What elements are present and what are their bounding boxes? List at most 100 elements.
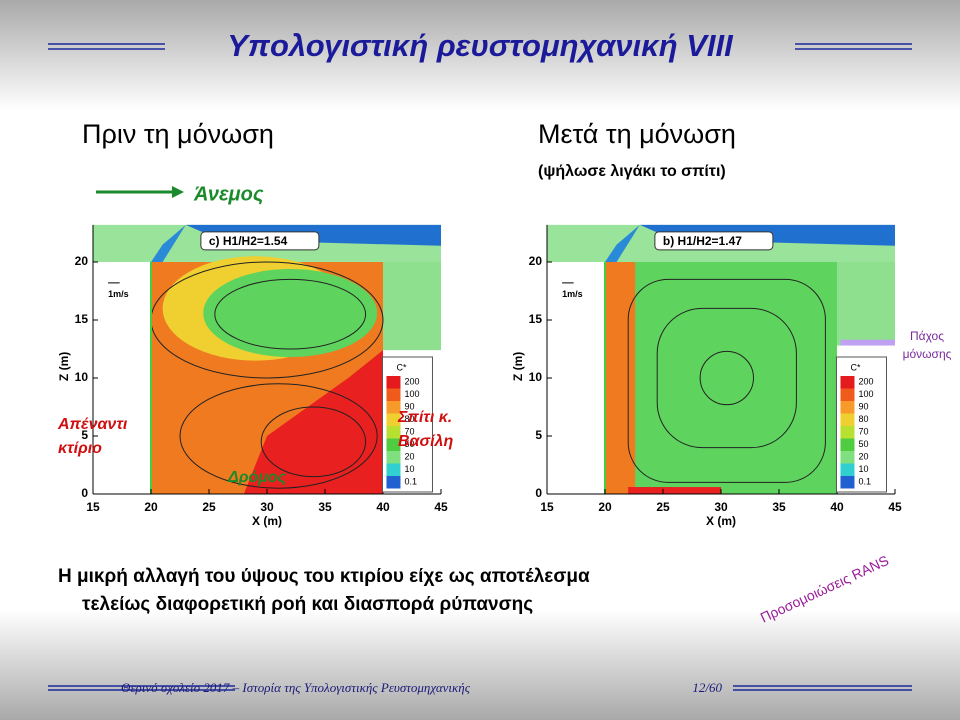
colorbar-swatch (386, 388, 401, 401)
body-line: Η μικρή αλλαγή του ύψους του κτιρίου είχ… (58, 566, 590, 587)
annotation: Δρόμος (227, 469, 287, 486)
colorbar-swatch (840, 413, 855, 426)
colorbar-label: 90 (858, 401, 868, 411)
y-tick-label: 20 (75, 254, 89, 268)
green-zone (203, 268, 378, 358)
annotation: Σπίτι κ. (397, 409, 452, 426)
footer-page: 12/60 (692, 680, 722, 695)
right-gap-flow (383, 262, 441, 351)
colorbar-label: 100 (858, 389, 873, 399)
y-axis-label: Z (m) (511, 352, 525, 381)
colorbar-swatch (840, 463, 855, 476)
colorbar-label: 0.1 (858, 476, 871, 486)
x-tick-label: 35 (318, 500, 332, 514)
plot-label: b) H1/H2=1.47 (663, 234, 742, 248)
streamline (627, 278, 826, 483)
right-gap-flow (837, 262, 895, 346)
colorbar-label: 20 (858, 451, 868, 461)
insulation-label: Πάχος (910, 329, 944, 343)
x-tick-label: 35 (772, 500, 786, 514)
streamline (260, 406, 367, 478)
x-tick-label: 25 (202, 500, 216, 514)
colorbar-label: 50 (858, 439, 868, 449)
colorbar-swatch (386, 463, 401, 476)
red-zone (243, 350, 383, 494)
colorbar-label: 200 (404, 376, 419, 386)
colorbar-label: 0.1 (404, 476, 417, 486)
wind-label: Άνεμος (193, 183, 264, 205)
colorbar-label: 10 (858, 464, 868, 474)
y-tick-label: 10 (529, 370, 543, 384)
colorbar-label: 20 (404, 451, 414, 461)
x-tick-label: 40 (830, 500, 844, 514)
colorbar-label: 70 (858, 426, 868, 436)
annotation: Απέναντι (57, 416, 128, 433)
streamline (214, 278, 367, 350)
colorbar-label: 80 (404, 414, 414, 424)
slide-title: Υπολογιστική ρευστομηχανική VIII (227, 28, 734, 63)
panel-subheading: (ψήλωσε λιγάκι το σπίτι) (538, 163, 726, 180)
colorbar-swatch (840, 476, 855, 489)
x-tick-label: 30 (260, 500, 274, 514)
y-tick-label: 5 (81, 428, 88, 442)
y-tick-label: 10 (75, 370, 89, 384)
colorbar-label: 90 (404, 401, 414, 411)
x-tick-label: 30 (714, 500, 728, 514)
x-axis-label: X (m) (252, 514, 282, 528)
colorbar-label: 50 (404, 439, 414, 449)
colorbar-swatch (386, 401, 401, 414)
annotation: Βασίλη (398, 433, 453, 450)
footer-text: Θερινό σχολείο 2017 – Ιστορία της Υπολογ… (121, 680, 471, 695)
colorbar-swatch (386, 438, 401, 451)
plot-label-box (654, 231, 774, 251)
colorbar-label: 10 (404, 464, 414, 474)
colorbar-swatch (840, 426, 855, 439)
streamline (699, 350, 754, 406)
colorbar-label: 80 (858, 414, 868, 424)
x-tick-label: 40 (376, 500, 390, 514)
x-tick-label: 20 (598, 500, 612, 514)
colorbar-swatch (386, 413, 401, 426)
colorbar-swatch (840, 451, 855, 464)
x-tick-label: 15 (86, 500, 100, 514)
y-tick-label: 15 (75, 312, 89, 326)
cavity (605, 262, 837, 494)
colorbar-swatch (386, 376, 401, 389)
roof-edge (151, 224, 186, 262)
y-tick-label: 5 (535, 428, 542, 442)
scale-label: 1m/s (562, 289, 583, 299)
colorbar-label: 200 (858, 376, 873, 386)
colorbar-label: 100 (404, 389, 419, 399)
x-tick-label: 45 (888, 500, 902, 514)
x-tick-label: 15 (540, 500, 554, 514)
x-tick-label: 20 (144, 500, 158, 514)
annotation: κτίριο (58, 440, 102, 457)
streamline (656, 307, 797, 449)
insulation-label: μόνωσης (903, 347, 952, 361)
colorbar-swatch (840, 376, 855, 389)
x-tick-label: 45 (434, 500, 448, 514)
colorbar-swatch (840, 388, 855, 401)
colorbar-title: C* (850, 362, 860, 372)
body-line: τελείως διαφορετική ροή και διασπορά ρύπ… (82, 594, 533, 615)
wind-arrow-head (172, 186, 184, 198)
plot-label: c) H1/H2=1.54 (209, 234, 288, 248)
insulation (840, 339, 895, 346)
y-tick-label: 0 (535, 486, 542, 500)
panel-heading: Μετά τη μόνωση (538, 119, 736, 149)
red-zone (628, 487, 721, 494)
colorbar-swatch (840, 401, 855, 414)
colorbar-label: 70 (404, 426, 414, 436)
streamline (179, 383, 378, 489)
colorbar-swatch (386, 426, 401, 439)
colorbar-swatch (840, 438, 855, 451)
y-axis-label: Z (m) (57, 352, 71, 381)
panel-heading: Πριν τη μόνωση (82, 119, 274, 149)
colorbar-swatch (386, 451, 401, 464)
side-note: Προσομοιώσεις RANS (758, 552, 891, 626)
plot-label-box (200, 231, 320, 251)
orange-zone (605, 262, 636, 494)
y-tick-label: 0 (81, 486, 88, 500)
